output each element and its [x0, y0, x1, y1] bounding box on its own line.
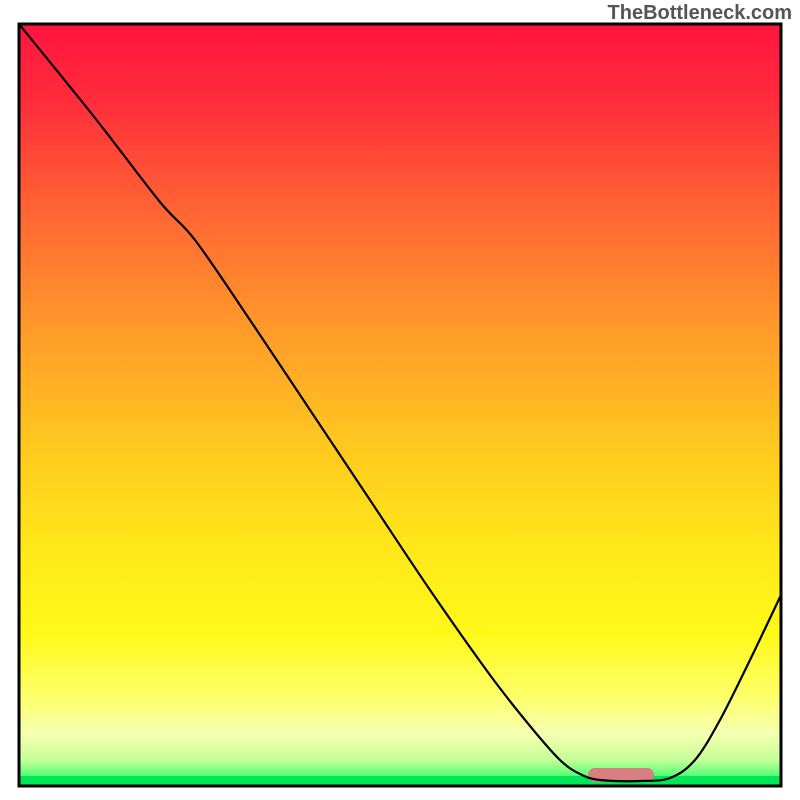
attribution-text: TheBottleneck.com	[608, 2, 792, 25]
chart-container: TheBottleneck.com	[0, 0, 800, 800]
chart-svg	[0, 0, 800, 800]
gradient-background	[19, 24, 781, 786]
